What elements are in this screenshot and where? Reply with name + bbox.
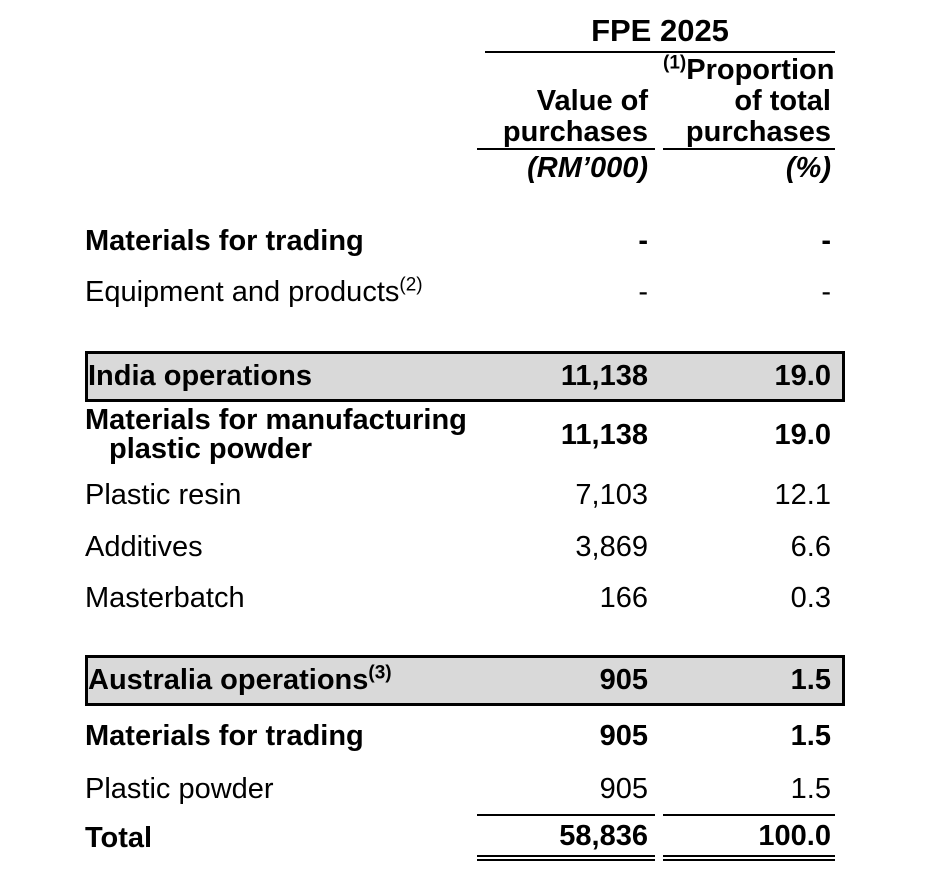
proportion-unit-label: (%) xyxy=(785,152,831,184)
proportion-column-header: (1)Proportion of total purchases xyxy=(663,52,835,150)
proportion-cell: 0.3 xyxy=(790,582,831,614)
proportion-cell: 1.5 xyxy=(790,720,831,752)
period-header-label: FPE 2025 xyxy=(591,13,729,48)
table-row-plastic-powder: Plastic powder 905 1.5 xyxy=(85,774,845,804)
value-cell: - xyxy=(638,225,648,257)
table-row-materials-for-trading: Materials for trading - - xyxy=(85,226,845,256)
row-label-line1: Materials for manufacturing xyxy=(85,404,467,436)
column-headers-row: Value of purchases (1)Proportion of tota… xyxy=(85,52,845,150)
proportion-cell: 6.6 xyxy=(790,531,831,563)
value-cell: 166 xyxy=(599,582,648,614)
proportion-cell: 19.0 xyxy=(774,360,831,392)
units-row: (RM’000) (%) xyxy=(85,152,845,184)
value-cell: - xyxy=(638,276,648,308)
value-cell: 7,103 xyxy=(575,479,648,511)
proportion-header-line2: of total xyxy=(734,85,831,117)
row-label: Materials for trading xyxy=(85,720,364,752)
footnote-ref-2: (2) xyxy=(399,274,423,296)
value-header-line1: Value of xyxy=(536,85,648,117)
table-row-masterbatch: Masterbatch 166 0.3 xyxy=(85,583,845,613)
value-cell: 11,138 xyxy=(560,418,648,451)
footnote-ref-3: (3) xyxy=(368,662,392,684)
row-label: Masterbatch xyxy=(85,582,245,614)
proportion-header-line1: (1)Proportion xyxy=(663,52,835,86)
row-label: Total xyxy=(85,821,153,854)
value-header-line2: purchases xyxy=(502,116,648,148)
row-label: Australia operations(3) xyxy=(88,662,392,696)
table-row-materials-for-manufacturing: Materials for manufacturing plastic powd… xyxy=(85,406,845,464)
proportion-cell: 100.0 xyxy=(663,814,835,861)
proportion-cell: 19.0 xyxy=(774,418,831,451)
table-row-india-operations: India operations 11,138 19.0 xyxy=(85,351,845,402)
value-cell: 905 xyxy=(599,720,648,752)
value-cell: 11,138 xyxy=(560,360,648,392)
row-label: Equipment and products(2) xyxy=(85,274,423,308)
row-label: India operations xyxy=(88,360,312,392)
value-cell: 58,836 xyxy=(477,814,655,861)
footnote-ref-1: (1) xyxy=(663,52,687,74)
table-row-total: Total 58,836 100.0 xyxy=(85,814,845,861)
period-header: FPE 2025 xyxy=(485,13,835,53)
value-cell: 905 xyxy=(599,664,648,696)
proportion-header-line3: purchases xyxy=(685,116,831,148)
table-row-additives: Additives 3,869 6.6 xyxy=(85,532,845,562)
row-label: Plastic resin xyxy=(85,479,242,511)
table-row-australia-operations: Australia operations(3) 905 1.5 xyxy=(85,655,845,706)
row-label: Plastic powder xyxy=(85,773,274,805)
proportion-cell: 12.1 xyxy=(774,479,831,511)
row-label: Additives xyxy=(85,531,203,563)
value-unit-label: (RM’000) xyxy=(527,152,648,184)
value-column-header: Value of purchases xyxy=(477,86,655,150)
row-label-line2: plastic powder xyxy=(109,433,313,465)
proportion-cell: - xyxy=(821,225,831,257)
purchases-table: FPE 2025 Value of purchases (1)Proportio… xyxy=(85,13,845,861)
value-cell: 905 xyxy=(599,773,648,805)
table-row-equipment-and-products: Equipment and products(2) - - xyxy=(85,274,845,308)
proportion-cell: 1.5 xyxy=(790,773,831,805)
row-label: Materials for manufacturing plastic powd… xyxy=(85,406,477,464)
proportion-cell: 1.5 xyxy=(790,664,831,696)
proportion-cell: - xyxy=(821,276,831,308)
table-row-plastic-resin: Plastic resin 7,103 12.1 xyxy=(85,480,845,510)
table-row-materials-for-trading-australia: Materials for trading 905 1.5 xyxy=(85,721,845,751)
value-cell: 3,869 xyxy=(575,531,648,563)
row-label: Materials for trading xyxy=(85,225,364,257)
